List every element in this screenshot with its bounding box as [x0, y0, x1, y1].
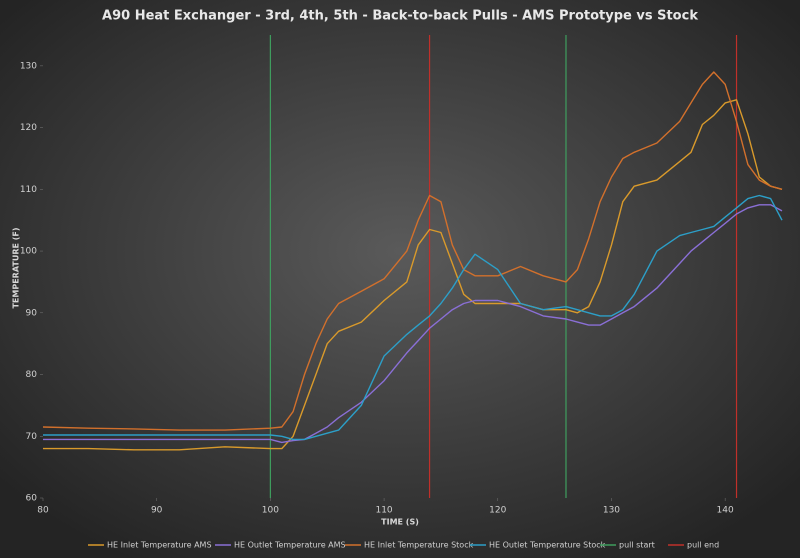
y-tick-label: 70	[26, 432, 38, 442]
legend-label: HE Inlet Temperature AMS	[107, 541, 212, 550]
series-line	[43, 194, 783, 441]
y-tick-label: 120	[20, 123, 37, 133]
y-tick-label: 100	[20, 247, 37, 257]
x-tick-label: 130	[603, 506, 620, 516]
chart-title: A90 Heat Exchanger - 3rd, 4th, 5th - Bac…	[102, 9, 698, 24]
legend-label: HE Outlet Temperature Stock	[489, 541, 606, 550]
series-line	[42, 71, 783, 431]
y-tick-label: 130	[20, 61, 37, 71]
y-tick-label: 80	[26, 370, 38, 380]
legend-label: HE Outlet Temperature AMS	[234, 541, 346, 550]
x-tick-label: 140	[717, 506, 734, 516]
x-axis-label: TIME (S)	[381, 518, 419, 527]
legend-label: HE Inlet Temperature Stock	[364, 541, 474, 550]
y-tick-label: 60	[26, 494, 38, 504]
x-tick-label: 100	[262, 506, 279, 516]
legend-label: pull end	[687, 541, 719, 550]
x-tick-label: 110	[375, 506, 392, 516]
y-axis-label: TEMPERATURE (F)	[12, 227, 21, 308]
x-tick-label: 90	[151, 506, 163, 516]
x-tick-label: 120	[489, 506, 506, 516]
y-tick-label: 90	[26, 308, 38, 318]
series-line	[43, 204, 783, 444]
y-tick-label: 110	[20, 185, 37, 195]
x-tick-label: 80	[37, 506, 49, 516]
legend-label: pull start	[619, 541, 655, 550]
